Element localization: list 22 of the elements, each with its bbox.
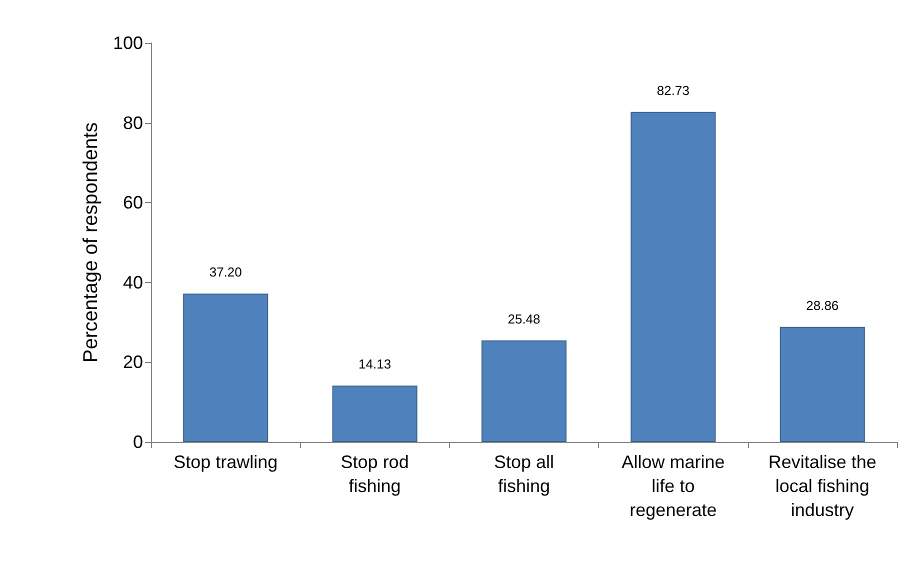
y-axis-title: Percentage of respondents <box>80 122 102 363</box>
y-tick-label: 0 <box>132 432 143 452</box>
bar <box>481 340 567 442</box>
bar <box>183 294 268 442</box>
data-label: 82.73 <box>656 82 690 98</box>
y-tick-label: 80 <box>122 112 143 133</box>
y-tick-label: 40 <box>122 272 143 292</box>
bar <box>780 326 865 442</box>
x-tick-label: Stop all fishing <box>494 452 554 496</box>
x-tick-label: Revitalise the local fishing industry <box>768 452 876 520</box>
bar <box>332 386 418 442</box>
data-label: 28.86 <box>806 298 839 313</box>
y-tick-label: 60 <box>122 192 143 213</box>
data-label: 25.48 <box>508 311 540 326</box>
bar <box>630 112 716 442</box>
data-label: 14.13 <box>358 356 392 372</box>
x-tick-label: Allow marine life to regenerate <box>622 452 725 520</box>
y-tick-label: 100 <box>112 33 143 53</box>
y-tick-label: 20 <box>122 352 143 372</box>
data-label: 37.20 <box>209 264 242 280</box>
x-tick-label: Stop trawling <box>174 452 278 472</box>
x-tick-label: Stop rod fishing <box>340 452 409 496</box>
